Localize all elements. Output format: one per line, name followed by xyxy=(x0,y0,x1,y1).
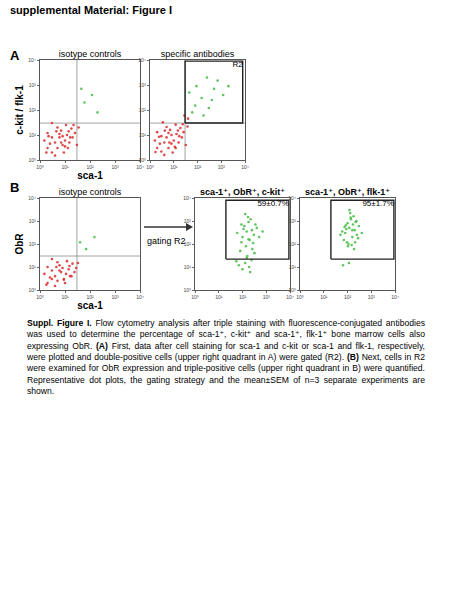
svg-text:10²: 10² xyxy=(194,164,202,170)
svg-text:sca-1: sca-1 xyxy=(77,300,103,311)
svg-text:sca-1⁺, ObR⁺, flk-1⁺: sca-1⁺, ObR⁺, flk-1⁺ xyxy=(305,187,390,197)
svg-text:sca-1: sca-1 xyxy=(77,170,103,181)
html-text:gating R2: gating R2 xyxy=(147,236,186,246)
svg-text:10²: 10² xyxy=(29,107,37,113)
svg-text:10²: 10² xyxy=(29,241,37,247)
svg-text:10²: 10² xyxy=(86,294,94,300)
svg-text:isotype controls: isotype controls xyxy=(59,49,122,59)
svg-text:10⁴: 10⁴ xyxy=(136,164,144,170)
svg-text:isotype controls: isotype controls xyxy=(59,187,122,197)
svg-text:10⁴: 10⁴ xyxy=(241,164,249,170)
svg-text:10²: 10² xyxy=(289,241,297,247)
svg-text:10⁴: 10⁴ xyxy=(28,195,36,201)
svg-text:10¹: 10¹ xyxy=(215,294,223,300)
svg-text:95±1.7%: 95±1.7% xyxy=(362,199,394,208)
svg-text:10³: 10³ xyxy=(111,164,119,170)
svg-text:10³: 10³ xyxy=(263,294,271,300)
svg-text:10⁰: 10⁰ xyxy=(36,164,44,170)
html-text:A: A xyxy=(10,48,20,63)
svg-text:10³: 10³ xyxy=(139,82,147,88)
svg-text:10³: 10³ xyxy=(289,218,297,224)
svg-text:10²: 10² xyxy=(344,294,352,300)
svg-text:R2: R2 xyxy=(232,60,243,69)
svg-text:10⁰: 10⁰ xyxy=(28,287,36,293)
svg-text:59±0.7%: 59±0.7% xyxy=(257,199,289,208)
svg-text:10¹: 10¹ xyxy=(320,294,328,300)
svg-text:10⁴: 10⁴ xyxy=(286,294,294,300)
svg-text:10²: 10² xyxy=(239,294,247,300)
svg-text:10⁰: 10⁰ xyxy=(28,157,36,163)
svg-text:10⁴: 10⁴ xyxy=(183,195,191,201)
svg-text:10¹: 10¹ xyxy=(61,164,69,170)
svg-text:10⁴: 10⁴ xyxy=(136,294,144,300)
svg-text:10³: 10³ xyxy=(29,82,37,88)
svg-text:10¹: 10¹ xyxy=(184,264,192,270)
svg-text:10³: 10³ xyxy=(368,294,376,300)
svg-text:10⁴: 10⁴ xyxy=(288,195,296,201)
svg-text:sca-1⁺, ObR⁺, c-kit⁺: sca-1⁺, ObR⁺, c-kit⁺ xyxy=(200,187,285,197)
svg-text:10²: 10² xyxy=(86,164,94,170)
svg-text:10²: 10² xyxy=(139,107,147,113)
svg-text:10²: 10² xyxy=(184,241,192,247)
svg-text:10¹: 10¹ xyxy=(139,132,147,138)
svg-text:10⁰: 10⁰ xyxy=(138,157,146,163)
svg-text:c-kit / flk-1: c-kit / flk-1 xyxy=(14,85,25,135)
svg-text:10⁰: 10⁰ xyxy=(146,164,154,170)
svg-text:10³: 10³ xyxy=(184,218,192,224)
svg-text:10¹: 10¹ xyxy=(29,132,37,138)
svg-text:specific antibodies: specific antibodies xyxy=(161,49,235,59)
svg-text:10³: 10³ xyxy=(111,294,119,300)
svg-text:10⁰: 10⁰ xyxy=(296,294,304,300)
svg-text:10⁰: 10⁰ xyxy=(288,287,296,293)
svg-text:10³: 10³ xyxy=(218,164,226,170)
html-text:Suppl. Figure I. Flow cytometr: Suppl. Figure I. Flow cytometry analysis… xyxy=(27,318,425,397)
svg-text:10¹: 10¹ xyxy=(29,264,37,270)
svg-text:ObR: ObR xyxy=(14,233,25,255)
html-text:supplemental Material: Figure: supplemental Material: Figure I xyxy=(10,4,172,16)
svg-text:10⁴: 10⁴ xyxy=(28,57,36,63)
svg-text:10⁰: 10⁰ xyxy=(191,294,199,300)
svg-text:10¹: 10¹ xyxy=(289,264,297,270)
svg-text:10⁴: 10⁴ xyxy=(391,294,399,300)
svg-text:10⁰: 10⁰ xyxy=(183,287,191,293)
svg-text:10⁴: 10⁴ xyxy=(138,57,146,63)
svg-text:10⁰: 10⁰ xyxy=(36,294,44,300)
html-text:B: B xyxy=(10,180,20,195)
svg-text:10¹: 10¹ xyxy=(170,164,178,170)
svg-text:10¹: 10¹ xyxy=(61,294,69,300)
svg-text:10³: 10³ xyxy=(29,218,37,224)
